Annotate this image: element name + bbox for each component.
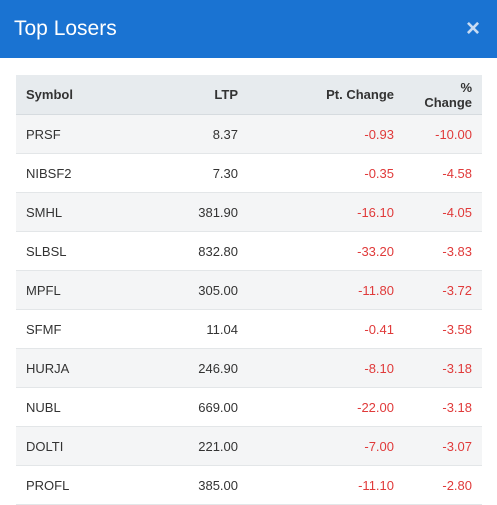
pt-change-cell: -33.20 [248,231,404,271]
pct-change-cell: -3.72 [404,270,482,310]
pct-change-cell: -3.07 [404,426,482,466]
pct-change-cell: -4.58 [404,153,482,193]
column-header-pct-change[interactable]: % Change [404,75,482,115]
ltp-cell: 7.30 [132,153,248,193]
table-row[interactable]: PROFL 385.00 -11.10 -2.80 [16,465,482,505]
symbol-cell: SLBSL [16,231,132,271]
table-row[interactable]: HURJA 246.90 -8.10 -3.18 [16,348,482,388]
table-row[interactable]: SMHL 381.90 -16.10 -4.05 [16,192,482,232]
pt-change-cell: -7.00 [248,426,404,466]
symbol-cell: NIBSF2 [16,153,132,193]
symbol-cell: SMHL [16,192,132,232]
table-row[interactable]: NUBL 669.00 -22.00 -3.18 [16,387,482,427]
ltp-cell: 305.00 [132,270,248,310]
symbol-cell: HURJA [16,348,132,388]
column-header-symbol[interactable]: Symbol [16,75,132,115]
symbol-cell: DOLTI [16,426,132,466]
ltp-cell: 669.00 [132,387,248,427]
symbol-cell: NUBL [16,387,132,427]
symbol-cell: SFMF [16,309,132,349]
pt-change-cell: -0.35 [248,153,404,193]
table-row[interactable]: NIBSF2 7.30 -0.35 -4.58 [16,153,482,193]
column-header-ltp[interactable]: LTP [132,75,248,115]
table-row[interactable]: PRSF 8.37 -0.93 -10.00 [16,114,482,154]
modal-title: Top Losers [14,17,117,40]
pt-change-cell: -8.10 [248,348,404,388]
pt-change-cell: -0.41 [248,309,404,349]
ltp-cell: 11.04 [132,309,248,349]
table-row[interactable]: MPFL 305.00 -11.80 -3.72 [16,270,482,310]
column-header-pt-change[interactable]: Pt. Change [248,75,404,115]
ltp-cell: 8.37 [132,114,248,154]
symbol-cell: MPFL [16,270,132,310]
ltp-cell: 832.80 [132,231,248,271]
pct-change-cell: -3.18 [404,387,482,427]
symbol-cell: PROFL [16,465,132,505]
table-header-row: Symbol LTP Pt. Change % Change [16,75,482,115]
pct-change-cell: -10.00 [404,114,482,154]
pct-change-cell: -3.18 [404,348,482,388]
pt-change-cell: -11.80 [248,270,404,310]
ltp-cell: 221.00 [132,426,248,466]
table-row[interactable]: DOLTI 221.00 -7.00 -3.07 [16,426,482,466]
pct-change-cell: -3.83 [404,231,482,271]
modal-header: Top Losers × [0,0,497,58]
pt-change-cell: -22.00 [248,387,404,427]
table-row[interactable]: SFMF 11.04 -0.41 -3.58 [16,309,482,349]
pct-change-cell: -3.58 [404,309,482,349]
ltp-cell: 385.00 [132,465,248,505]
table-row[interactable]: SLBSL 832.80 -33.20 -3.83 [16,231,482,271]
symbol-cell: PRSF [16,114,132,154]
pt-change-cell: -16.10 [248,192,404,232]
close-icon[interactable]: × [465,15,480,42]
losers-table: Symbol LTP Pt. Change % Change PRSF 8.37-… [16,75,482,505]
losers-table-container: Symbol LTP Pt. Change % Change PRSF 8.37-… [16,75,482,505]
ltp-cell: 246.90 [132,348,248,388]
pct-change-cell: -4.05 [404,192,482,232]
ltp-cell: 381.90 [132,192,248,232]
pt-change-cell: -0.93 [248,114,404,154]
